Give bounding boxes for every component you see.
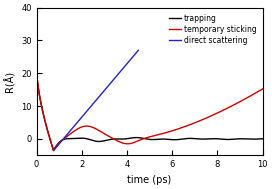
trapping: [232, 138, 236, 140]
temporary sticking: [52, 149, 55, 151]
Y-axis label: R(Å): R(Å): [4, 71, 16, 92]
temporary sticking: [256, 90, 260, 93]
temporary sticking: [122, 142, 125, 144]
temporary sticking: [131, 142, 135, 144]
trapping: [35, 69, 38, 71]
trapping: [52, 149, 55, 152]
Line: direct scattering: direct scattering: [54, 50, 138, 150]
temporary sticking: [61, 139, 64, 141]
temporary sticking: [232, 104, 236, 106]
trapping: [61, 139, 64, 141]
direct scattering: [74, 124, 77, 126]
direct scattering: [52, 149, 55, 152]
Legend: trapping, temporary sticking, direct scattering: trapping, temporary sticking, direct sca…: [167, 12, 259, 47]
temporary sticking: [74, 129, 78, 131]
direct scattering: [67, 132, 70, 134]
trapping: [256, 138, 260, 140]
trapping: [74, 137, 78, 139]
Line: trapping: trapping: [37, 70, 262, 150]
Line: temporary sticking: temporary sticking: [37, 70, 262, 150]
direct scattering: [109, 82, 112, 85]
trapping: [131, 137, 135, 139]
temporary sticking: [261, 88, 264, 90]
direct scattering: [102, 90, 105, 93]
trapping: [122, 138, 125, 140]
direct scattering: [90, 104, 94, 106]
direct scattering: [137, 49, 140, 51]
X-axis label: time (ps): time (ps): [128, 175, 172, 185]
direct scattering: [116, 74, 119, 76]
trapping: [261, 138, 264, 140]
temporary sticking: [35, 69, 38, 71]
